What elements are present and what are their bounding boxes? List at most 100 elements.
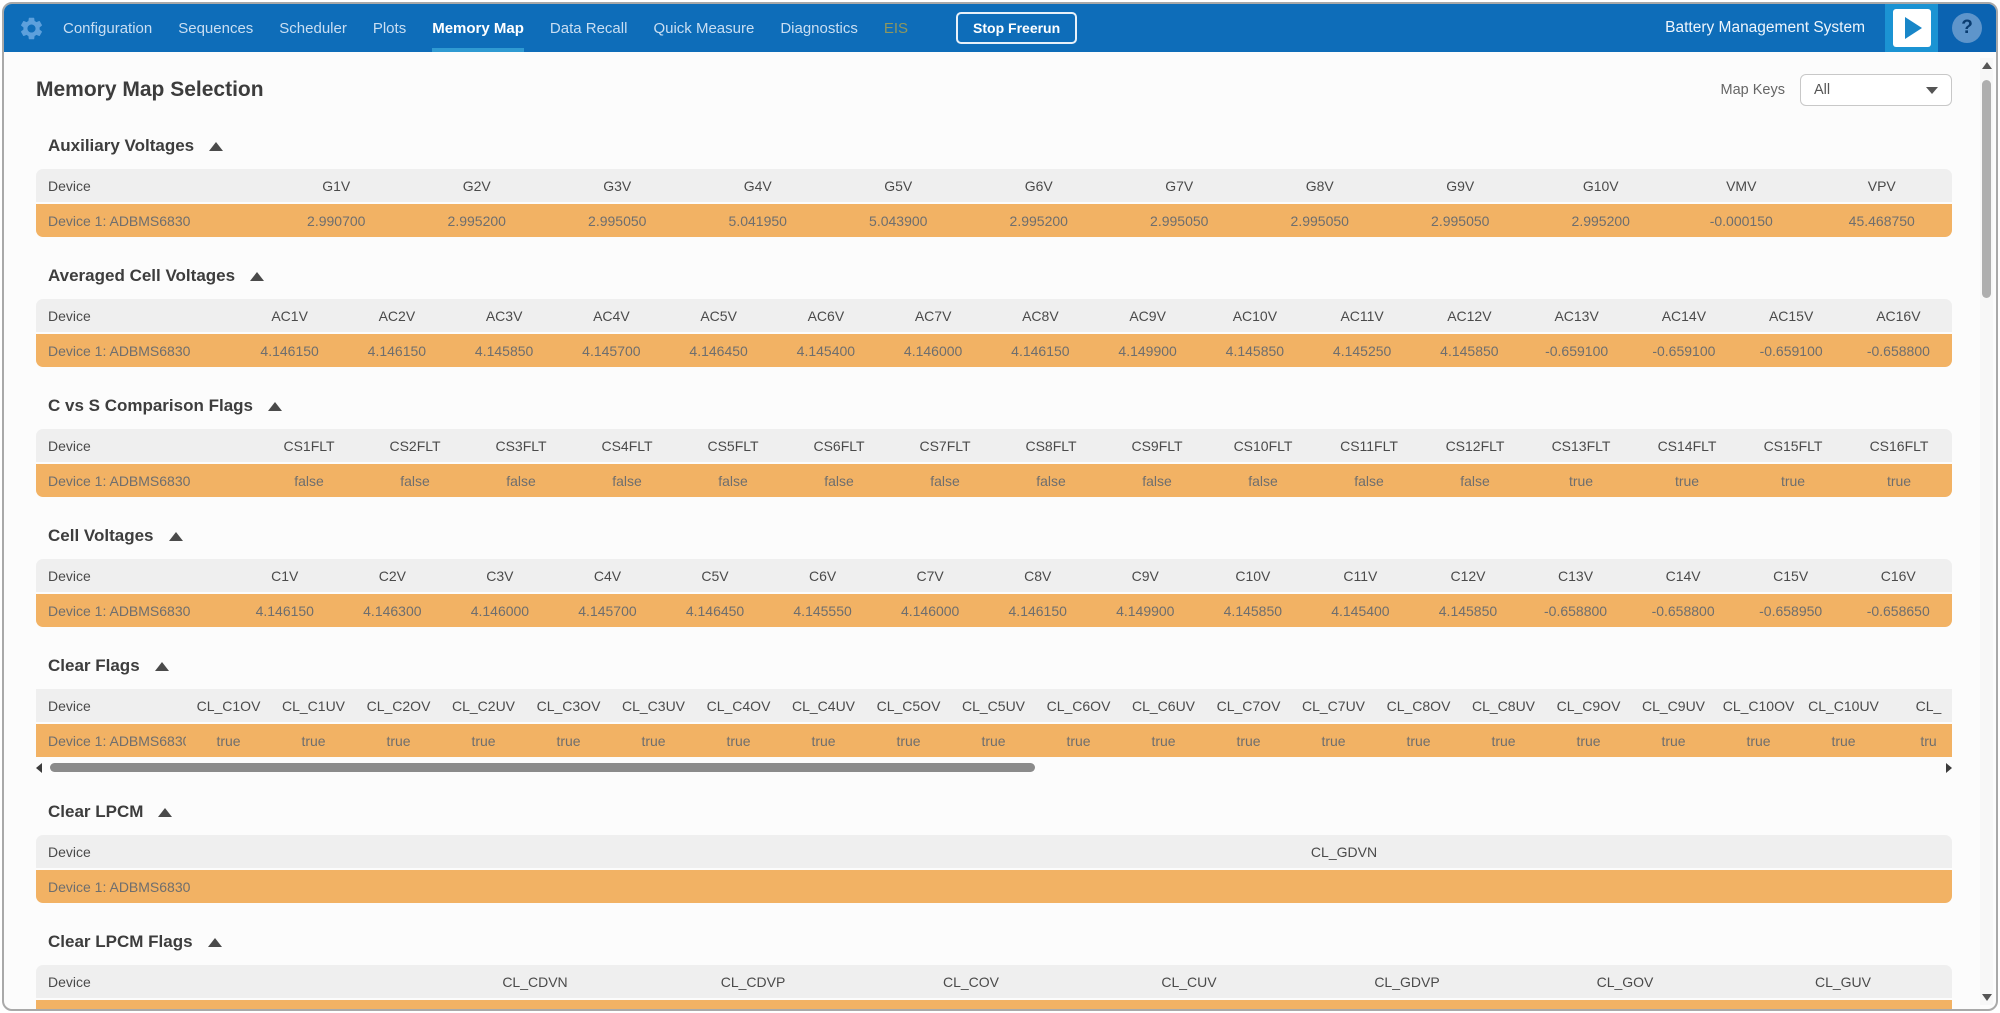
table-row[interactable]: Device 1: ADBMS6830 false false false false f… <box>36 464 1952 497</box>
column-header-cl-cdvp: CL_CDVP <box>720 973 786 990</box>
value-cell-cl-c8uv: true <box>1491 732 1516 749</box>
column-header-cs10flt: CS10FLT <box>1233 437 1293 454</box>
collapse-triangle-icon <box>268 401 282 411</box>
value-cell-c3v: 4.146000 <box>470 602 530 619</box>
horizontal-scrollbar[interactable] <box>36 762 1952 773</box>
column-header-device: Device <box>48 843 91 860</box>
table-row[interactable]: Device 1: ADBMS6830 4.146150 4.146300 4.146… <box>36 594 1952 627</box>
column-header-g6v: G6V <box>1024 177 1053 194</box>
nav-tab-sequences[interactable]: Sequences <box>178 19 254 37</box>
section-title-label: Clear Flags <box>48 656 140 675</box>
value-cell-ac2v: 4.146150 <box>367 342 427 359</box>
value-cell-cs5flt: false <box>718 472 748 489</box>
column-header-g1v: G1V <box>322 177 351 194</box>
section-title-label: Clear LPCM Flags <box>48 932 193 951</box>
vertical-scrollbar-thumb[interactable] <box>1982 80 1991 298</box>
column-header-vpv: VPV <box>1867 177 1896 194</box>
value-cell-cs12flt: false <box>1460 472 1490 489</box>
table-row[interactable]: Device 1: ADBMS6830 2.990700 2.995200 2.995… <box>36 204 1952 237</box>
value-cell-g5v: 5.043900 <box>869 212 928 229</box>
section-header-clear-flags[interactable]: Clear Flags <box>48 656 1952 676</box>
column-header-cl-c3uv: CL_C3UV <box>621 697 686 714</box>
column-header-cs9flt: CS9FLT <box>1131 437 1183 454</box>
nav-tab-data-recall[interactable]: Data Recall <box>549 19 628 37</box>
column-header-vmv: VMV <box>1726 177 1757 194</box>
help-button[interactable]: ? <box>1938 4 1996 52</box>
section-title-label: Clear LPCM <box>48 802 144 821</box>
value-cell-cs7flt: false <box>930 472 960 489</box>
section-clear-flags: Clear Flags Device CL_C1OV CL_C1UV CL_C2OV CL… <box>36 656 1952 773</box>
column-header-cl-cov: CL_COV <box>942 973 1000 990</box>
device-cell: Device 1: ADBMS6830 <box>48 212 191 229</box>
column-header-g8v: G8V <box>1305 177 1334 194</box>
column-header-device: Device <box>48 307 91 324</box>
section-c-vs-s-comparison-flags: C vs S Comparison Flags Device CS1FLT CS2FL… <box>36 396 1952 497</box>
column-header-g9v: G9V <box>1446 177 1475 194</box>
collapse-triangle-icon <box>207 937 222 947</box>
table-row[interactable]: Device 1: ADBMS6830 true true true true true t… <box>36 724 1952 757</box>
table-row-partial[interactable] <box>36 1000 1952 1009</box>
column-header-device: Device <box>48 973 91 990</box>
gear-icon[interactable] <box>18 15 45 42</box>
column-header-ac9v: AC9V <box>1129 307 1166 324</box>
section-header-cell-voltages[interactable]: Cell Voltages <box>48 526 1952 546</box>
nav-tab-quick-measure[interactable]: Quick Measure <box>653 19 755 37</box>
column-header-cl-guv: CL_GUV <box>1814 973 1872 990</box>
value-cell-c2v: 4.146300 <box>363 602 422 619</box>
value-cell-ac15v: -0.659100 <box>1759 342 1823 359</box>
scroll-down-icon[interactable] <box>1982 994 1992 1001</box>
column-header-cs2flt: CS2FLT <box>389 437 441 454</box>
section-header-auxiliary-voltages[interactable]: Auxiliary Voltages <box>48 136 1952 156</box>
nav-tab-scheduler[interactable]: Scheduler <box>279 19 347 37</box>
scroll-up-icon[interactable] <box>1982 62 1992 69</box>
section-title-label: Cell Voltages <box>48 526 154 545</box>
column-header-cl-c4uv: CL_C4UV <box>791 697 856 714</box>
value-cell-g1v: 2.990700 <box>307 212 366 229</box>
map-keys-dropdown[interactable]: All <box>1800 74 1952 106</box>
table-cell-voltages: Device C1V C2V C3V C4V C5V C6V C7V C8V C9V C10V C11… <box>36 559 1952 627</box>
table-header-row: Device AC1V AC2V AC3V AC4V AC5V AC6V AC7V AC8V AC… <box>36 299 1952 332</box>
column-header-c10v: C10V <box>1235 567 1271 584</box>
table-row[interactable]: Device 1: ADBMS6830 4.146150 4.146150 4.145… <box>36 334 1952 367</box>
section-title-label: Averaged Cell Voltages <box>48 266 236 285</box>
column-header-g5v: G5V <box>884 177 913 194</box>
scroll-right-icon[interactable] <box>1946 763 1952 773</box>
vertical-scrollbar[interactable] <box>1980 58 1993 1005</box>
column-header-cl-c6ov: CL_C6OV <box>1046 697 1111 714</box>
stop-freerun-button[interactable]: Stop Freerun <box>956 12 1078 44</box>
nav-tab-configuration[interactable]: Configuration <box>63 19 153 37</box>
run-button[interactable] <box>1885 4 1938 52</box>
column-header-ac13v: AC13V <box>1554 307 1599 324</box>
column-header-c13v: C13V <box>1558 567 1594 584</box>
value-cell-vmv: -0.000150 <box>1709 212 1773 229</box>
table-auxiliary-voltages: Device G1V G2V G3V G4V G5V G6V G7V G8V G9V G10V VMV… <box>36 169 1952 237</box>
section-header-clear-lpcm[interactable]: Clear LPCM <box>48 802 1952 822</box>
value-cell-cs6flt: false <box>824 472 854 489</box>
table-header-row: Device CS1FLT CS2FLT CS3FLT CS4FLT CS5FLT CS6F… <box>36 429 1952 462</box>
nav-tab-diagnostics[interactable]: Diagnostics <box>780 19 858 37</box>
nav-tab-memory-map[interactable]: Memory Map <box>432 4 524 52</box>
section-header-averaged-cell-voltages[interactable]: Averaged Cell Voltages <box>48 266 1952 286</box>
horizontal-scrollbar-thumb[interactable] <box>50 763 1035 772</box>
section-header-clear-lpcm-flags[interactable]: Clear LPCM Flags <box>48 932 1952 952</box>
section-header-c-vs-s-comparison-flags[interactable]: C vs S Comparison Flags <box>48 396 1952 416</box>
value-cell-vpv: 45.468750 <box>1848 212 1915 229</box>
scroll-left-icon[interactable] <box>36 763 42 773</box>
value-cell-cl-c1uv: true <box>301 732 326 749</box>
table-clear-lpcm: Device CL_GDVN Device 1: ADBMS6830 <box>36 835 1952 903</box>
column-header-ac16v: AC16V <box>1876 307 1921 324</box>
device-cell: Device 1: ADBMS6830 <box>48 732 186 749</box>
table-averaged-cell-voltages: Device AC1V AC2V AC3V AC4V AC5V AC6V AC7V AC8V AC… <box>36 299 1952 367</box>
column-header-c15v: C15V <box>1773 567 1809 584</box>
column-header-cl-c4ov: CL_C4OV <box>706 697 771 714</box>
table-row[interactable]: Device 1: ADBMS6830 <box>36 870 1952 903</box>
nav-tab-plots[interactable]: Plots <box>372 19 407 37</box>
column-header-c9v: C9V <box>1131 567 1159 584</box>
column-header-cl-c3ov: CL_C3OV <box>536 697 601 714</box>
column-header-ac8v: AC8V <box>1022 307 1059 324</box>
section-title-label: C vs S Comparison Flags <box>48 396 253 415</box>
table-clear-flags: Device CL_C1OV CL_C1UV CL_C2OV CL_C2UV CL_C3O… <box>36 689 1952 757</box>
collapse-triangle-icon <box>209 141 224 151</box>
value-cell-cl-c5ov: true <box>896 732 921 749</box>
